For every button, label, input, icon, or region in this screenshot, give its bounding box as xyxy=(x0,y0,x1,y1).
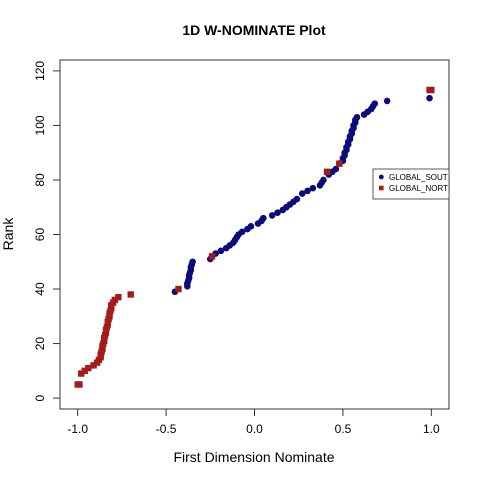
x-tick-label: -1.0 xyxy=(67,422,88,436)
global-south-point xyxy=(383,97,391,105)
chart-title: 1D W-NOMINATE Plot xyxy=(182,22,326,38)
global-north-point xyxy=(127,291,134,298)
x-axis: -1.0 -0.5 0.0 0.5 1.0 xyxy=(67,409,440,436)
legend-square-icon xyxy=(379,185,384,191)
global-south-point xyxy=(238,228,246,236)
global-south-point xyxy=(309,184,317,192)
legend-circle-icon xyxy=(378,174,384,180)
x-tick-label: 1.0 xyxy=(423,422,440,436)
y-tick-label: 80 xyxy=(33,173,47,187)
data-points xyxy=(74,86,435,388)
global-north-point xyxy=(208,253,216,260)
global-north-point xyxy=(111,296,119,304)
y-tick-label: 100 xyxy=(33,115,47,135)
legend-box xyxy=(372,168,450,200)
global-south-point xyxy=(247,223,255,230)
y-axis-title: Rank xyxy=(0,217,16,251)
global-south-point xyxy=(268,212,276,219)
global-south-point xyxy=(304,187,311,195)
x-tick-label: -0.5 xyxy=(156,422,177,436)
global-south-point xyxy=(293,195,301,203)
global-south-point xyxy=(217,247,225,255)
global-north-point xyxy=(78,370,85,377)
global-south-point xyxy=(353,113,361,121)
legend: GLOBAL_SOUT GLOBAL_NORT xyxy=(372,168,450,200)
global-south-point xyxy=(274,209,281,216)
y-tick-label: 20 xyxy=(33,337,47,351)
legend-label: GLOBAL_NORT xyxy=(389,184,448,193)
global-south-point xyxy=(260,214,267,222)
global-south-point xyxy=(320,176,327,184)
global-north-point xyxy=(81,367,88,375)
y-tick-label: 40 xyxy=(33,282,47,296)
global-north-point xyxy=(85,364,92,372)
x-axis-title: First Dimension Nominate xyxy=(173,449,334,465)
global-north-point xyxy=(336,160,343,167)
global-south-point xyxy=(371,100,379,107)
global-south-point xyxy=(298,190,306,197)
global-north-point xyxy=(323,168,331,175)
global-north-point xyxy=(428,86,435,94)
global-north-point xyxy=(76,381,83,388)
global-south-point xyxy=(426,94,433,102)
y-tick-label: 60 xyxy=(33,228,47,242)
global-south-point xyxy=(189,258,196,266)
x-tick-label: 0.0 xyxy=(246,422,263,436)
y-axis: 0 20 40 60 80 100 120 xyxy=(33,61,60,401)
legend-label: GLOBAL_SOUT xyxy=(389,173,448,182)
x-tick-label: 0.5 xyxy=(335,422,352,436)
y-tick-label: 120 xyxy=(33,61,47,81)
global-north-point xyxy=(90,362,97,369)
global-north-point xyxy=(175,285,182,293)
global-north-point xyxy=(115,294,122,301)
y-tick-label: 0 xyxy=(33,394,47,401)
global-south-point xyxy=(332,165,340,173)
